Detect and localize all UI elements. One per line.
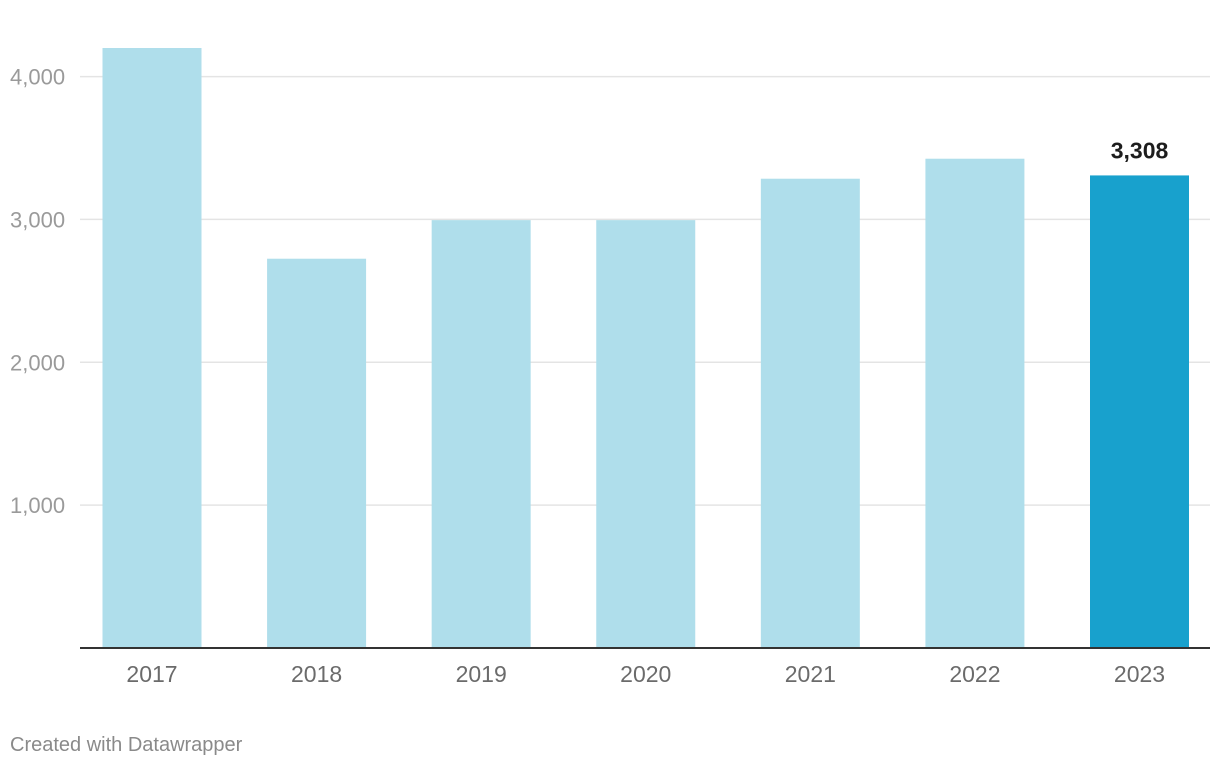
bar-2020 xyxy=(596,220,696,648)
y-tick-label: 4,000 xyxy=(10,65,65,90)
bar-2019 xyxy=(431,220,531,648)
bar-chart: 1,000 2,000 3,000 4,000 2017 2018 2019 2020 202… xyxy=(10,48,1210,687)
y-tick-label: 3,000 xyxy=(10,207,65,232)
y-axis-tick-labels: 1,000 2,000 3,000 4,000 xyxy=(10,65,65,519)
x-tick-label: 2019 xyxy=(456,661,507,687)
data-labels: 3,308 xyxy=(1111,137,1169,163)
bar-2022 xyxy=(925,158,1025,648)
x-tick-label: 2021 xyxy=(785,661,836,687)
value-label-2023: 3,308 xyxy=(1111,137,1169,163)
x-tick-label: 2022 xyxy=(949,661,1000,687)
datawrapper-credit: Created with Datawrapper xyxy=(10,734,243,756)
y-tick-label: 2,000 xyxy=(10,350,65,375)
y-tick-label: 1,000 xyxy=(10,493,65,518)
bar-2018 xyxy=(267,258,367,648)
bars xyxy=(102,48,1189,648)
x-tick-label: 2020 xyxy=(620,661,671,687)
x-axis-tick-labels: 2017 2018 2019 2020 2021 2022 2023 xyxy=(126,661,1165,687)
bar-2021 xyxy=(760,178,860,648)
bar-2023 xyxy=(1090,175,1189,648)
x-tick-label: 2017 xyxy=(126,661,177,687)
bar-2017 xyxy=(102,48,202,648)
x-tick-label: 2023 xyxy=(1114,661,1165,687)
x-tick-label: 2018 xyxy=(291,661,342,687)
